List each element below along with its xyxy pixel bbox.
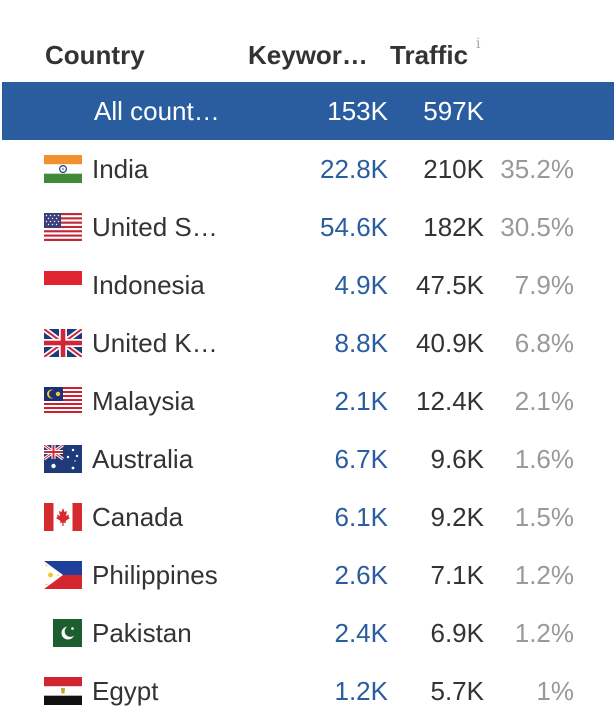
table-row[interactable]: United S… 54.6K 182K 30.5%	[0, 198, 616, 256]
table-row[interactable]: Egypt 1.2K 5.7K 1%	[0, 662, 616, 720]
malaysia-flag-icon	[44, 387, 82, 415]
keywords-value[interactable]: 2.6K	[334, 560, 389, 590]
column-header-country[interactable]: Country	[45, 40, 145, 70]
pakistan-flag-icon	[44, 619, 82, 647]
keywords-value[interactable]: 1.2K	[334, 676, 389, 706]
traffic-value: 9.6K	[430, 444, 485, 474]
table-row[interactable]: Malaysia 2.1K 12.4K 2.1%	[0, 372, 616, 430]
info-icon[interactable]: i	[476, 36, 481, 52]
keywords-value[interactable]: 8.8K	[334, 328, 389, 358]
keywords-value[interactable]: 6.1K	[334, 502, 389, 532]
traffic-share: 1.2%	[514, 560, 574, 590]
traffic-value: 47.5K	[416, 270, 484, 300]
traffic-value: 210K	[423, 154, 484, 184]
country-name: Egypt	[92, 676, 159, 706]
traffic-share: 2.1%	[514, 386, 574, 416]
table-row[interactable]: Australia 6.7K 9.6K 1.6%	[0, 430, 616, 488]
philippines-flag-icon	[44, 561, 82, 589]
traffic-value: 597K	[423, 96, 484, 126]
table-row[interactable]: Philippines 2.6K 7.1K 1.2%	[0, 546, 616, 604]
traffic-share: 1.2%	[514, 618, 574, 648]
column-header-keywords[interactable]: Keywor…	[248, 40, 368, 70]
keywords-value[interactable]: 6.7K	[334, 444, 389, 474]
traffic-share: 30.5%	[500, 212, 574, 242]
uk-flag-icon	[44, 329, 82, 357]
table-row[interactable]: Pakistan 2.4K 6.9K 1.2%	[0, 604, 616, 662]
table-row[interactable]: Canada 6.1K 9.2K 1.5%	[0, 488, 616, 546]
traffic-share: 1%	[536, 676, 574, 706]
traffic-share: 1.6%	[514, 444, 574, 474]
country-name: Philippines	[92, 560, 218, 590]
traffic-value: 40.9K	[416, 328, 484, 358]
traffic-value: 9.2K	[430, 502, 485, 532]
traffic-share: 6.8%	[514, 328, 574, 358]
country-name: United S…	[92, 212, 218, 242]
usa-flag-icon	[44, 213, 82, 241]
australia-flag-icon	[44, 445, 82, 473]
keywords-value[interactable]: 2.4K	[334, 618, 389, 648]
canada-flag-icon	[44, 503, 82, 531]
india-flag-icon	[44, 155, 82, 183]
traffic-share: 7.9%	[514, 270, 574, 300]
traffic-value: 182K	[423, 212, 484, 242]
traffic-value: 6.9K	[430, 618, 485, 648]
keywords-value: 153K	[327, 96, 388, 126]
keywords-value[interactable]: 2.1K	[334, 386, 389, 416]
table-row[interactable]: India 22.8K 210K 35.2%	[0, 140, 616, 198]
traffic-value: 12.4K	[416, 386, 484, 416]
country-name: Malaysia	[92, 386, 195, 416]
traffic-share: 35.2%	[500, 154, 574, 184]
country-name: Indonesia	[92, 270, 205, 300]
indonesia-flag-icon	[44, 271, 82, 299]
keywords-value[interactable]: 22.8K	[320, 154, 388, 184]
country-name: United K…	[92, 328, 218, 358]
country-name: Australia	[92, 444, 194, 474]
traffic-value: 7.1K	[430, 560, 485, 590]
table-row[interactable]: United K… 8.8K 40.9K 6.8%	[0, 314, 616, 372]
traffic-value: 5.7K	[430, 676, 485, 706]
country-name: India	[92, 154, 149, 184]
country-name: Canada	[92, 502, 184, 532]
table-row-all-countries[interactable]: All count… 153K 597K	[2, 82, 614, 140]
country-name: All count…	[94, 96, 220, 126]
egypt-flag-icon	[44, 677, 82, 705]
keywords-value[interactable]: 54.6K	[320, 212, 388, 242]
table-row[interactable]: Indonesia 4.9K 47.5K 7.9%	[0, 256, 616, 314]
column-header-traffic[interactable]: Traffic	[390, 40, 469, 70]
country-name: Pakistan	[92, 618, 192, 648]
table-header: Country Keywor… Traffic i	[0, 0, 616, 82]
keywords-value[interactable]: 4.9K	[334, 270, 389, 300]
traffic-share: 1.5%	[514, 502, 574, 532]
